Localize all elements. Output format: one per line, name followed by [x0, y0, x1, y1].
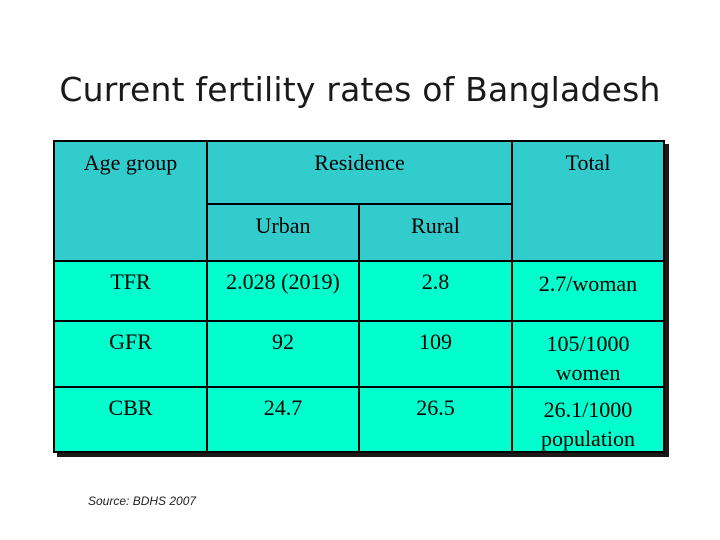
row-cbr-urban: 24.7 [263, 395, 303, 420]
table-cell: 24.7 [208, 388, 358, 451]
row-cbr-label: CBR [108, 395, 153, 420]
table-cell: 109 [360, 322, 511, 386]
table-cell: 2.8 [360, 262, 511, 320]
row-tfr-total: 2.7/woman [538, 271, 638, 296]
fertility-table: Age group Residence Total Urban Rural TF… [53, 140, 665, 453]
header-total-label: Total [565, 150, 611, 175]
source-note: Source: BDHS 2007 [88, 494, 197, 508]
row-gfr-urban: 92 [272, 329, 294, 354]
row-gfr-total-line1: 105/1000 [546, 331, 630, 356]
header-residence-label: Residence [314, 150, 405, 175]
slide-title: Current fertility rates of Bangladesh [59, 70, 661, 109]
row-gfr-total-line2: women [555, 360, 621, 385]
table-cell: 26.1/1000 population [513, 388, 663, 451]
row-cbr-total-line1: 26.1/1000 [543, 397, 633, 422]
row-gfr-rural: 109 [419, 329, 452, 354]
table-cell: 2.7/woman [513, 262, 663, 320]
row-gfr-label: GFR [109, 329, 152, 354]
table-row-label: TFR [55, 262, 206, 320]
header-urban-label: Urban [255, 213, 311, 238]
row-cbr-total-line2: population [540, 426, 636, 451]
row-tfr-label: TFR [110, 269, 151, 294]
row-cbr-rural: 26.5 [416, 395, 455, 420]
header-residence: Residence [208, 142, 511, 203]
table-cell: 92 [208, 322, 358, 386]
table-cell: 26.5 [360, 388, 511, 451]
row-tfr-urban: 2.028 (2019) [226, 269, 340, 294]
header-urban: Urban [208, 205, 358, 260]
header-total: Total [513, 142, 663, 260]
table-row-label: GFR [55, 322, 206, 386]
row-tfr-rural: 2.8 [421, 269, 450, 294]
header-rural-label: Rural [411, 213, 460, 238]
table-cell: 2.028 (2019) [208, 262, 358, 320]
header-rural: Rural [360, 205, 511, 260]
header-age-group-label: Age group [83, 150, 178, 175]
table-cell: 105/1000 women [513, 322, 663, 386]
table-row-label: CBR [55, 388, 206, 451]
header-age-group: Age group [55, 142, 206, 260]
